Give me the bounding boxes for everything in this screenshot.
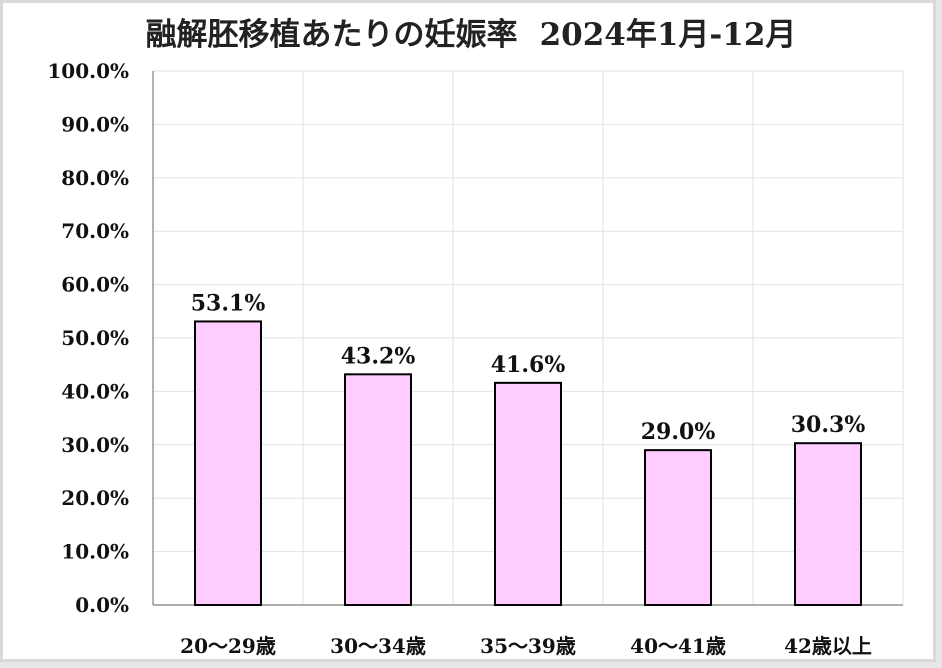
chart-title: 融解胚移植あたりの妊娠率 2024年1月-12月: [3, 9, 939, 54]
y-tick-label: 50.0%: [61, 326, 129, 350]
y-tick-label: 90.0%: [61, 112, 129, 136]
data-label: 43.2%: [341, 343, 416, 369]
bar: [194, 320, 262, 606]
data-label: 41.6%: [491, 352, 566, 378]
bar: [344, 373, 412, 607]
bar: [794, 442, 862, 606]
x-category-label: 42歳以上: [784, 634, 872, 658]
bar: [644, 449, 712, 607]
y-tick-label: 10.0%: [61, 540, 129, 564]
y-tick-label: 20.0%: [61, 486, 129, 510]
bar-chart: 0.0% 10.0% 20.0% 30.0% 40.0% 50.0% 60.0% 70.0% 8…: [47, 59, 904, 658]
data-label: 30.3%: [791, 412, 866, 438]
x-category-label: 20～29歳: [180, 634, 276, 658]
bar: [494, 381, 562, 606]
data-label: 53.1%: [191, 290, 266, 316]
y-tick-label: 100.0%: [47, 59, 129, 83]
data-label: 29.0%: [641, 419, 716, 445]
x-category-label: 40～41歳: [630, 634, 726, 658]
y-tick-label: 30.0%: [61, 433, 129, 457]
y-tick-label: 0.0%: [75, 593, 129, 617]
x-category-label: 30～34歳: [330, 634, 426, 658]
y-tick-label: 70.0%: [61, 219, 129, 243]
x-category-label: 35～39歳: [480, 634, 576, 658]
subtitle-text: 2024年1月-12月: [539, 17, 797, 53]
title-text: 融解胚移植あたりの妊娠率: [145, 17, 518, 53]
y-tick-label: 40.0%: [61, 379, 129, 403]
y-tick-label: 60.0%: [61, 273, 129, 297]
y-tick-label: 80.0%: [61, 166, 129, 190]
